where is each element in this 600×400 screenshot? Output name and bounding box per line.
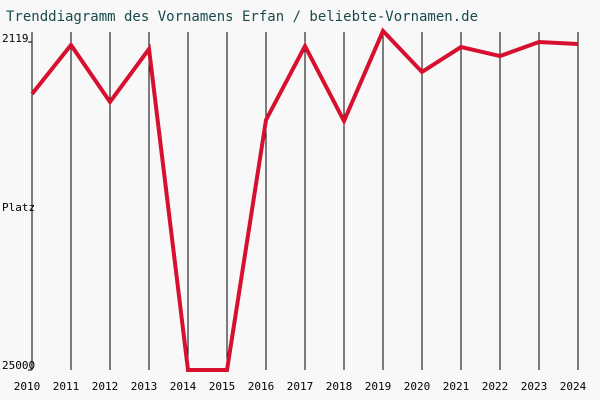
x-tick-label: 2012 bbox=[92, 380, 119, 393]
x-tick-label: 2011 bbox=[53, 380, 80, 393]
x-tick-label: 2016 bbox=[248, 380, 275, 393]
chart-title: Trenddiagramm des Vornamens Erfan / beli… bbox=[6, 9, 478, 25]
x-tick-label: 2013 bbox=[131, 380, 158, 393]
x-tick-label: 2010 bbox=[14, 380, 41, 393]
y-tick-label: 25000 bbox=[2, 359, 35, 372]
x-tick-label: 2017 bbox=[287, 380, 314, 393]
x-tick-label: 2022 bbox=[482, 380, 509, 393]
x-tick-label: 2020 bbox=[404, 380, 431, 393]
x-tick-label: 2018 bbox=[326, 380, 353, 393]
x-tick-label: 2021 bbox=[443, 380, 470, 393]
y-tick-label: 2119 bbox=[2, 32, 29, 45]
x-tick-label: 2024 bbox=[560, 380, 587, 393]
x-tick-label: 2014 bbox=[170, 380, 197, 393]
x-tick-label: 2019 bbox=[365, 380, 392, 393]
y-axis-label: Platz bbox=[2, 201, 35, 214]
series-line bbox=[30, 27, 579, 372]
x-tick-label: 2023 bbox=[521, 380, 548, 393]
x-tick-label: 2015 bbox=[209, 380, 236, 393]
